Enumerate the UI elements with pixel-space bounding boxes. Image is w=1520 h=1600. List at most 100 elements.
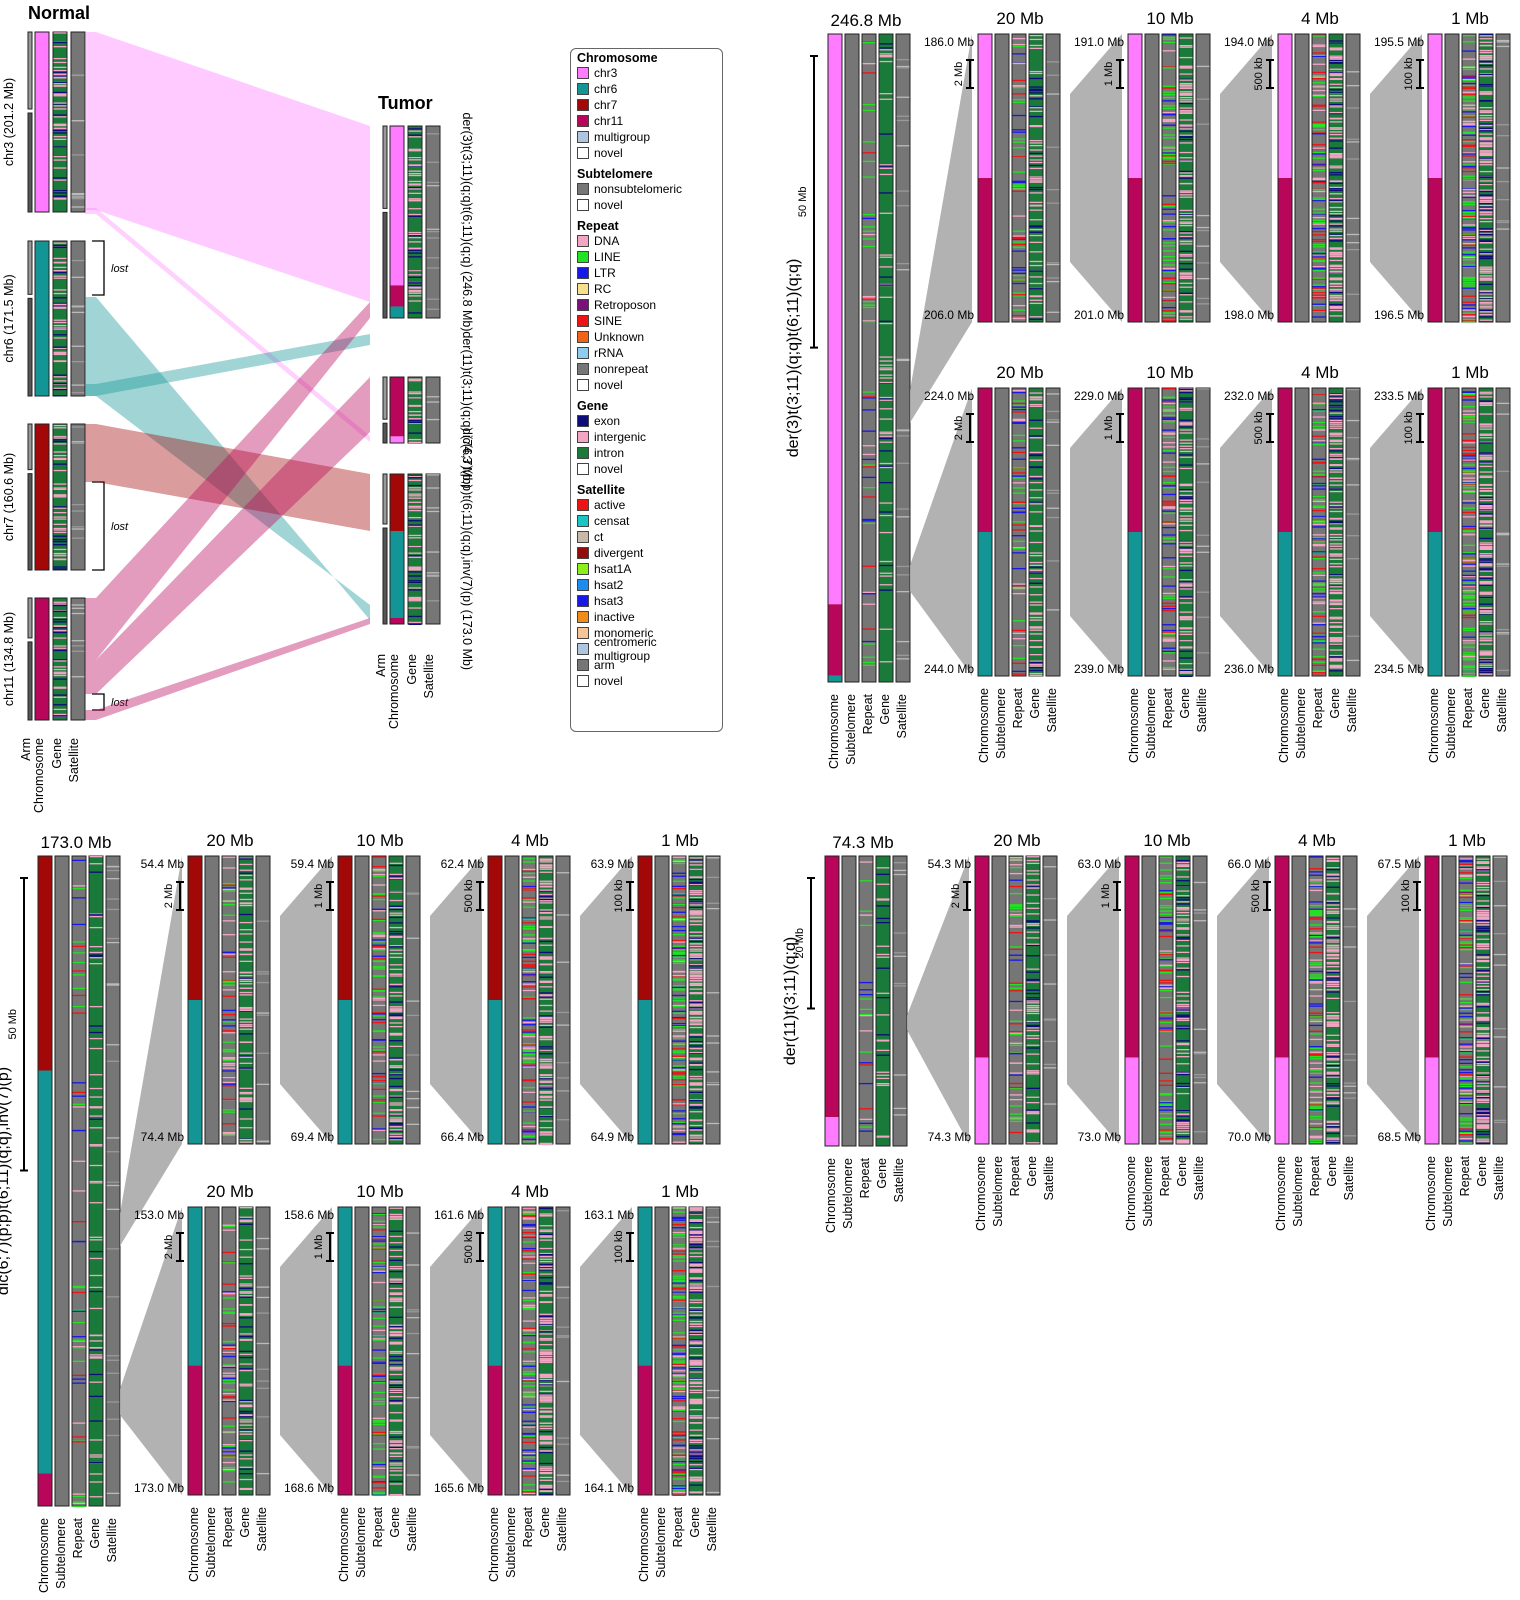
- stripe: [1179, 397, 1193, 399]
- stripe: [1009, 959, 1023, 961]
- stripe: [539, 980, 553, 983]
- stripe: [689, 881, 703, 884]
- zoom-window-title: 20 Mb: [996, 363, 1043, 382]
- stripe: [1162, 576, 1176, 578]
- stripe: [1026, 1029, 1040, 1032]
- stripe: [672, 1231, 686, 1234]
- stripe: [1162, 310, 1176, 312]
- stripe: [389, 973, 403, 975]
- stripe: [522, 1138, 536, 1140]
- stripe: [426, 133, 440, 135]
- stripe: [372, 1270, 386, 1272]
- stripe: [406, 1232, 420, 1234]
- stripe: [1179, 243, 1193, 245]
- stripe: [372, 1013, 386, 1015]
- segment: [672, 1207, 686, 1495]
- repeat-stripes: [1012, 37, 1026, 320]
- arm-track: [27, 473, 33, 571]
- stripe: [1162, 534, 1176, 536]
- stripe: [522, 1475, 536, 1477]
- stripe: [689, 1107, 703, 1109]
- stripe: [539, 958, 553, 960]
- stripe: [672, 1491, 686, 1494]
- stripe: [1179, 37, 1193, 39]
- stripe: [1312, 197, 1326, 199]
- stripe: [389, 1341, 403, 1343]
- stripe: [239, 1055, 253, 1057]
- stripe: [1496, 180, 1510, 183]
- stripe: [522, 1329, 536, 1331]
- zoom-subtelomere-track: [654, 855, 670, 1145]
- stripe: [222, 1451, 236, 1453]
- stripe: [539, 994, 553, 997]
- zoom-funnel: [1070, 34, 1122, 322]
- scale-bar-label: 100 kb: [1403, 411, 1415, 444]
- stripe: [372, 873, 386, 876]
- stripe: [522, 968, 536, 970]
- stripe: [706, 1221, 720, 1223]
- stripe: [71, 426, 85, 428]
- stripe: [222, 1048, 236, 1051]
- stripe: [389, 1016, 403, 1018]
- stripe: [1029, 633, 1043, 635]
- stripe: [1312, 670, 1326, 672]
- stripe: [389, 1215, 403, 1218]
- stripe: [1312, 238, 1326, 241]
- stripe: [1162, 267, 1176, 270]
- stripe: [71, 645, 85, 647]
- stripe: [1462, 265, 1476, 268]
- stripe: [372, 1361, 386, 1363]
- stripe: [1462, 659, 1476, 661]
- stripe: [1329, 315, 1343, 317]
- stripe: [1029, 70, 1043, 73]
- stripe: [1329, 638, 1343, 640]
- stripe: [1179, 128, 1193, 130]
- stripe: [372, 1271, 386, 1274]
- stripe: [1162, 312, 1176, 314]
- segment: [426, 474, 440, 624]
- stripe: [1479, 584, 1493, 586]
- stripe: [1029, 110, 1043, 112]
- stripe: [1329, 439, 1343, 441]
- stripe: [1462, 675, 1476, 677]
- stripe: [239, 1429, 253, 1431]
- stripe: [689, 953, 703, 955]
- stripe: [256, 1380, 270, 1382]
- zoom-subtelomere-track: [204, 855, 220, 1145]
- stripe: [689, 1062, 703, 1064]
- stripe: [522, 861, 536, 863]
- stripe: [539, 1343, 553, 1346]
- stripe: [72, 1012, 86, 1014]
- stripe: [1479, 311, 1493, 313]
- stripe: [879, 356, 893, 358]
- stripe: [372, 1403, 386, 1405]
- stripe: [1026, 1007, 1040, 1009]
- scale-bar-label: 1 Mb: [313, 884, 325, 908]
- stripe: [1479, 658, 1493, 660]
- stripe: [53, 469, 67, 472]
- stripe: [1462, 642, 1476, 645]
- segment: [338, 1000, 352, 1144]
- segment: [372, 1207, 386, 1495]
- zoom-start-label: 232.0 Mb: [1224, 389, 1274, 403]
- stripe: [1196, 229, 1210, 232]
- stripe: [53, 666, 67, 668]
- stripe: [389, 1331, 403, 1333]
- stripe: [539, 1374, 553, 1377]
- track-border: [1294, 33, 1310, 323]
- track-border: [371, 855, 387, 1145]
- stripe: [522, 934, 536, 936]
- stripe: [222, 1347, 236, 1350]
- stripe: [672, 947, 686, 949]
- stripe: [1312, 523, 1326, 525]
- stripe: [239, 1421, 253, 1423]
- stripe: [1179, 578, 1193, 581]
- stripe: [876, 867, 890, 869]
- stripe: [859, 924, 873, 927]
- stripe: [1329, 504, 1343, 507]
- stripe: [689, 1058, 703, 1060]
- stripe: [372, 1261, 386, 1263]
- stripe: [1462, 242, 1476, 245]
- arm-track: [27, 641, 33, 721]
- segment: [825, 1117, 839, 1146]
